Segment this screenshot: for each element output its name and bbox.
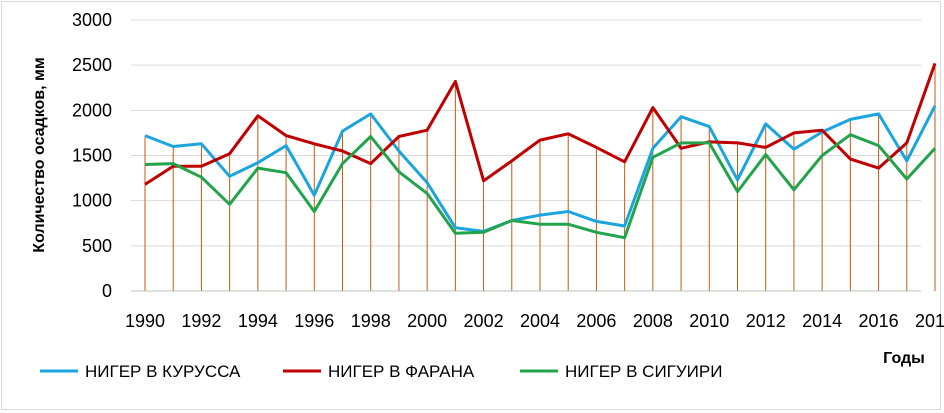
x-tick-label: 1996 xyxy=(294,311,334,331)
x-tick-label: 2014 xyxy=(802,311,842,331)
y-tick-label: 1000 xyxy=(72,191,112,211)
series-line-2 xyxy=(144,62,937,186)
legend-label: НИГЕР В ФАРАНА xyxy=(328,362,475,381)
y-tick-label: 2000 xyxy=(72,100,112,120)
gridlines xyxy=(131,19,921,247)
y-tick-label: 0 xyxy=(102,281,112,301)
y-tick-label: 3000 xyxy=(72,10,112,30)
x-tick-label: 2006 xyxy=(576,311,616,331)
legend: НИГЕР В КУРУССА НИГЕР В ФАРАНА НИГЕР В СИГ… xyxy=(40,362,722,381)
x-tick-label: 1992 xyxy=(181,311,221,331)
x-tick-label: 2018 xyxy=(915,311,944,331)
x-tick-label: 2010 xyxy=(689,311,729,331)
drop-lines xyxy=(144,63,936,291)
x-axis-title: Годы xyxy=(883,350,925,367)
y-tick-labels: 0 500 1000 1500 2000 2500 3000 xyxy=(72,10,112,301)
x-tick-label: 2000 xyxy=(407,311,447,331)
y-tick-label: 500 xyxy=(82,236,112,256)
y-axis-title: Количество осадков, мм xyxy=(31,57,48,252)
series-line-3 xyxy=(144,133,937,240)
x-tick-label: 1994 xyxy=(238,311,278,331)
x-tick-label: 1990 xyxy=(125,311,165,331)
y-tick-label: 2500 xyxy=(72,55,112,75)
x-tick-label: 1998 xyxy=(351,311,391,331)
series-lines xyxy=(144,62,937,240)
x-tick-label: 2002 xyxy=(464,311,504,331)
x-tick-label: 2008 xyxy=(633,311,673,331)
x-tick-label: 2016 xyxy=(859,311,899,331)
x-tick-label: 2004 xyxy=(520,311,560,331)
x-tick-labels: 1990 1992 1994 1996 1998 2000 2002 2004 2006 2008… xyxy=(125,311,944,331)
series-line-1 xyxy=(144,105,937,233)
y-tick-label: 1500 xyxy=(72,146,112,166)
legend-label: НИГЕР В КУРУССА xyxy=(85,362,241,381)
legend-label: НИГЕР В СИГУИРИ xyxy=(565,362,722,381)
x-tick-label: 2012 xyxy=(746,311,786,331)
